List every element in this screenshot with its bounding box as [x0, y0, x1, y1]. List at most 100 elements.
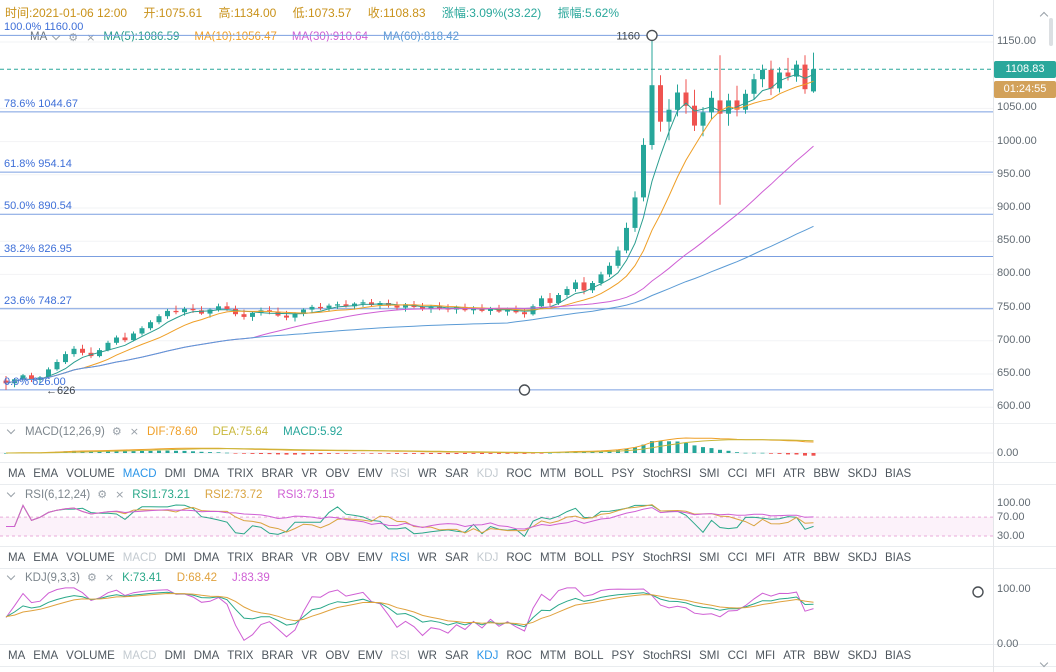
indicator-tab-smi[interactable]: SMI — [699, 467, 720, 480]
indicator-tab-macd[interactable]: MACD — [122, 467, 157, 480]
indicator-tab-bbw[interactable]: BBW — [813, 649, 840, 662]
indicator-tab-vr[interactable]: VR — [301, 649, 318, 662]
indicator-tab-wr[interactable]: WR — [417, 467, 437, 480]
indicator-tab-cci[interactable]: CCI — [727, 467, 748, 480]
indicator-tab-kdj[interactable]: KDJ — [476, 649, 499, 662]
collapse-icon[interactable] — [6, 488, 16, 498]
indicator-tab-roc[interactable]: ROC — [506, 467, 532, 480]
indicator-tab-brar[interactable]: BRAR — [261, 551, 294, 564]
indicator-tab-vr[interactable]: VR — [301, 551, 318, 564]
indicator-tab-atr[interactable]: ATR — [783, 649, 806, 662]
indicator-tab-mfi[interactable]: MFI — [755, 551, 776, 564]
indicator-tab-wr[interactable]: WR — [417, 551, 437, 564]
indicator-tab-dmi[interactable]: DMI — [164, 551, 186, 564]
fib-level-label[interactable]: 50.0% 890.54 — [4, 200, 72, 212]
indicator-tab-brar[interactable]: BRAR — [261, 649, 294, 662]
kdj-chart[interactable] — [0, 581, 993, 644]
scrollbar-thumb[interactable] — [1049, 18, 1053, 46]
indicator-tab-skdj[interactable]: SKDJ — [847, 551, 877, 564]
settings-icon[interactable]: ⚙ — [68, 30, 79, 44]
indicator-tab-stochrsi[interactable]: StochRSI — [642, 467, 692, 480]
indicator-tab-psy[interactable]: PSY — [611, 649, 635, 662]
collapse-icon[interactable] — [6, 425, 16, 435]
indicator-tab-rsi[interactable]: RSI — [390, 649, 410, 662]
indicator-tab-macd[interactable]: MACD — [122, 649, 157, 662]
indicator-tab-bbw[interactable]: BBW — [813, 467, 840, 480]
indicator-tab-kdj[interactable]: KDJ — [476, 467, 499, 480]
indicator-tab-mfi[interactable]: MFI — [755, 467, 776, 480]
indicator-tab-trix[interactable]: TRIX — [227, 551, 254, 564]
indicator-tab-boll[interactable]: BOLL — [574, 467, 604, 480]
indicator-tab-dmi[interactable]: DMI — [164, 649, 186, 662]
indicator-tab-sar[interactable]: SAR — [444, 467, 469, 480]
indicator-tab-boll[interactable]: BOLL — [574, 649, 604, 662]
fib-level-label[interactable]: 38.2% 826.95 — [4, 243, 72, 255]
fib-level-label[interactable]: 61.8% 954.14 — [4, 158, 72, 170]
collapse-icon[interactable] — [6, 571, 16, 581]
indicator-tab-atr[interactable]: ATR — [783, 551, 806, 564]
indicator-tab-atr[interactable]: ATR — [783, 467, 806, 480]
indicator-tab-cci[interactable]: CCI — [727, 551, 748, 564]
indicator-tab-wr[interactable]: WR — [417, 649, 437, 662]
indicator-tab-ema[interactable]: EMA — [33, 649, 59, 662]
indicator-tab-roc[interactable]: ROC — [506, 551, 532, 564]
indicator-tab-mfi[interactable]: MFI — [755, 649, 776, 662]
indicator-tab-ma[interactable]: MA — [8, 467, 26, 480]
indicator-tab-obv[interactable]: OBV — [325, 649, 350, 662]
scroll-up-icon[interactable] — [1039, 6, 1053, 21]
indicator-tab-volume[interactable]: VOLUME — [66, 649, 115, 662]
indicator-tab-ma[interactable]: MA — [8, 551, 26, 564]
macd-chart[interactable] — [0, 434, 993, 462]
indicator-tab-rsi[interactable]: RSI — [390, 551, 410, 564]
indicator-tab-smi[interactable]: SMI — [699, 551, 720, 564]
close-icon[interactable]: × — [115, 488, 125, 501]
indicator-tab-stochrsi[interactable]: StochRSI — [642, 551, 692, 564]
indicator-tab-emv[interactable]: EMV — [357, 551, 383, 564]
settings-icon[interactable]: ⚙ — [86, 571, 97, 584]
indicator-tab-psy[interactable]: PSY — [611, 467, 635, 480]
indicator-tab-skdj[interactable]: SKDJ — [847, 649, 877, 662]
fib-level-label[interactable]: 78.6% 1044.67 — [4, 98, 79, 110]
indicator-tab-volume[interactable]: VOLUME — [66, 467, 115, 480]
candlestick-chart[interactable]: 1160 — [0, 28, 993, 422]
indicator-tab-mtm[interactable]: MTM — [539, 649, 567, 662]
close-icon[interactable]: × — [104, 571, 115, 584]
indicator-tab-dmi[interactable]: DMI — [164, 467, 186, 480]
close-icon[interactable]: × — [86, 30, 96, 44]
indicator-tab-bias[interactable]: BIAS — [884, 649, 912, 662]
fib-level-label[interactable]: 100.0% 1160.00 — [4, 21, 84, 33]
fib-level-label[interactable]: 0.0% 626.00 — [4, 376, 66, 388]
indicator-tab-boll[interactable]: BOLL — [574, 551, 604, 564]
indicator-tab-macd[interactable]: MACD — [122, 551, 157, 564]
indicator-tab-stochrsi[interactable]: StochRSI — [642, 649, 692, 662]
indicator-tab-bbw[interactable]: BBW — [813, 551, 840, 564]
indicator-tab-obv[interactable]: OBV — [325, 467, 350, 480]
indicator-tab-emv[interactable]: EMV — [357, 649, 383, 662]
close-icon[interactable]: × — [129, 425, 139, 438]
indicator-tab-ema[interactable]: EMA — [33, 467, 59, 480]
indicator-tab-sar[interactable]: SAR — [444, 649, 469, 662]
settings-icon[interactable]: ⚙ — [97, 488, 108, 501]
indicator-tab-brar[interactable]: BRAR — [261, 467, 294, 480]
indicator-tab-kdj[interactable]: KDJ — [476, 551, 499, 564]
indicator-tab-rsi[interactable]: RSI — [390, 467, 410, 480]
indicator-tab-ma[interactable]: MA — [8, 649, 26, 662]
indicator-tab-trix[interactable]: TRIX — [227, 467, 254, 480]
scroll-down-icon[interactable] — [1039, 653, 1053, 668]
indicator-tab-obv[interactable]: OBV — [325, 551, 350, 564]
indicator-tab-dma[interactable]: DMA — [193, 649, 220, 662]
indicator-tab-trix[interactable]: TRIX — [227, 649, 254, 662]
indicator-tab-smi[interactable]: SMI — [699, 649, 720, 662]
indicator-tab-bias[interactable]: BIAS — [884, 551, 912, 564]
indicator-tab-volume[interactable]: VOLUME — [66, 551, 115, 564]
indicator-tab-cci[interactable]: CCI — [727, 649, 748, 662]
rsi-chart[interactable] — [0, 499, 993, 546]
settings-icon[interactable]: ⚙ — [111, 425, 122, 438]
fib-level-label[interactable]: 23.6% 748.27 — [4, 295, 72, 307]
indicator-tab-dma[interactable]: DMA — [193, 467, 220, 480]
indicator-tab-roc[interactable]: ROC — [506, 649, 532, 662]
ma-legend-title[interactable]: MA — [30, 31, 48, 43]
indicator-tab-bias[interactable]: BIAS — [884, 467, 912, 480]
indicator-tab-sar[interactable]: SAR — [444, 551, 469, 564]
indicator-tab-dma[interactable]: DMA — [193, 551, 220, 564]
